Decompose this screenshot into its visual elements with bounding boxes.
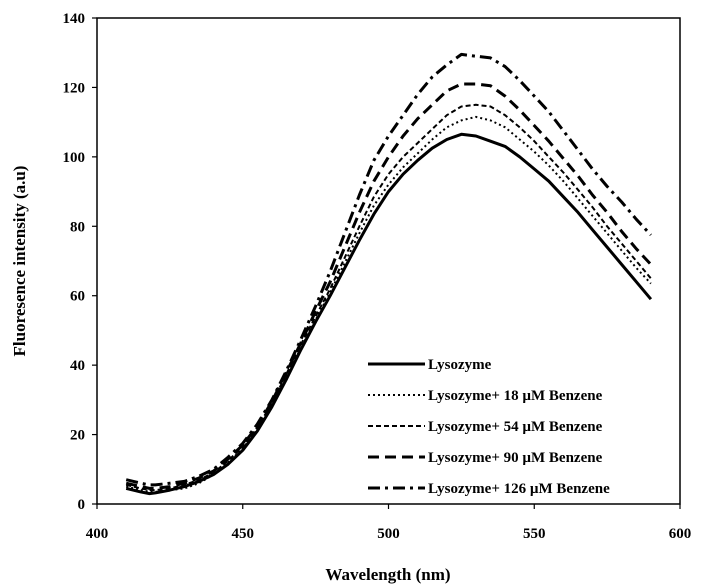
- y-tick-label: 120: [63, 80, 86, 96]
- series-line-3: [125, 82, 652, 490]
- x-tick-label: 600: [669, 526, 692, 542]
- legend-label: Lysozyme+ 90 µM Benzene: [428, 450, 603, 466]
- y-axis-ticks: 0 20 40 60 80 100 120 140: [63, 11, 97, 513]
- y-axis-title: Fluoresence intensity (a.u): [10, 166, 29, 357]
- y-tick-label: 100: [63, 150, 86, 166]
- series-line-4: [125, 52, 652, 487]
- x-axis-ticks: 400 450 500 550 600: [86, 504, 692, 542]
- series-line-0: [125, 132, 653, 496]
- series-lines: [125, 52, 653, 496]
- y-tick-label: 0: [78, 497, 86, 513]
- x-tick-label: 550: [523, 526, 546, 542]
- y-tick-label: 140: [63, 11, 86, 27]
- series-line-2: [125, 103, 652, 492]
- legend-label: Lysozyme+ 18 µM Benzene: [428, 388, 603, 404]
- x-tick-label: 500: [377, 526, 400, 542]
- y-tick-label: 60: [70, 289, 85, 305]
- legend: Lysozyme Lysozyme+ 18 µM Benzene Lysozyme+…: [368, 357, 610, 497]
- x-tick-label: 400: [86, 526, 109, 542]
- legend-label: Lysozyme+ 126 µM Benzene: [428, 481, 610, 497]
- y-tick-label: 40: [70, 358, 85, 374]
- x-axis-title: Wavelength (nm): [325, 565, 450, 584]
- legend-label: Lysozyme+ 54 µM Benzene: [428, 419, 603, 435]
- y-tick-label: 80: [70, 219, 85, 235]
- legend-label: Lysozyme: [428, 357, 492, 373]
- y-tick-label: 20: [70, 428, 85, 444]
- x-tick-label: 450: [232, 526, 255, 542]
